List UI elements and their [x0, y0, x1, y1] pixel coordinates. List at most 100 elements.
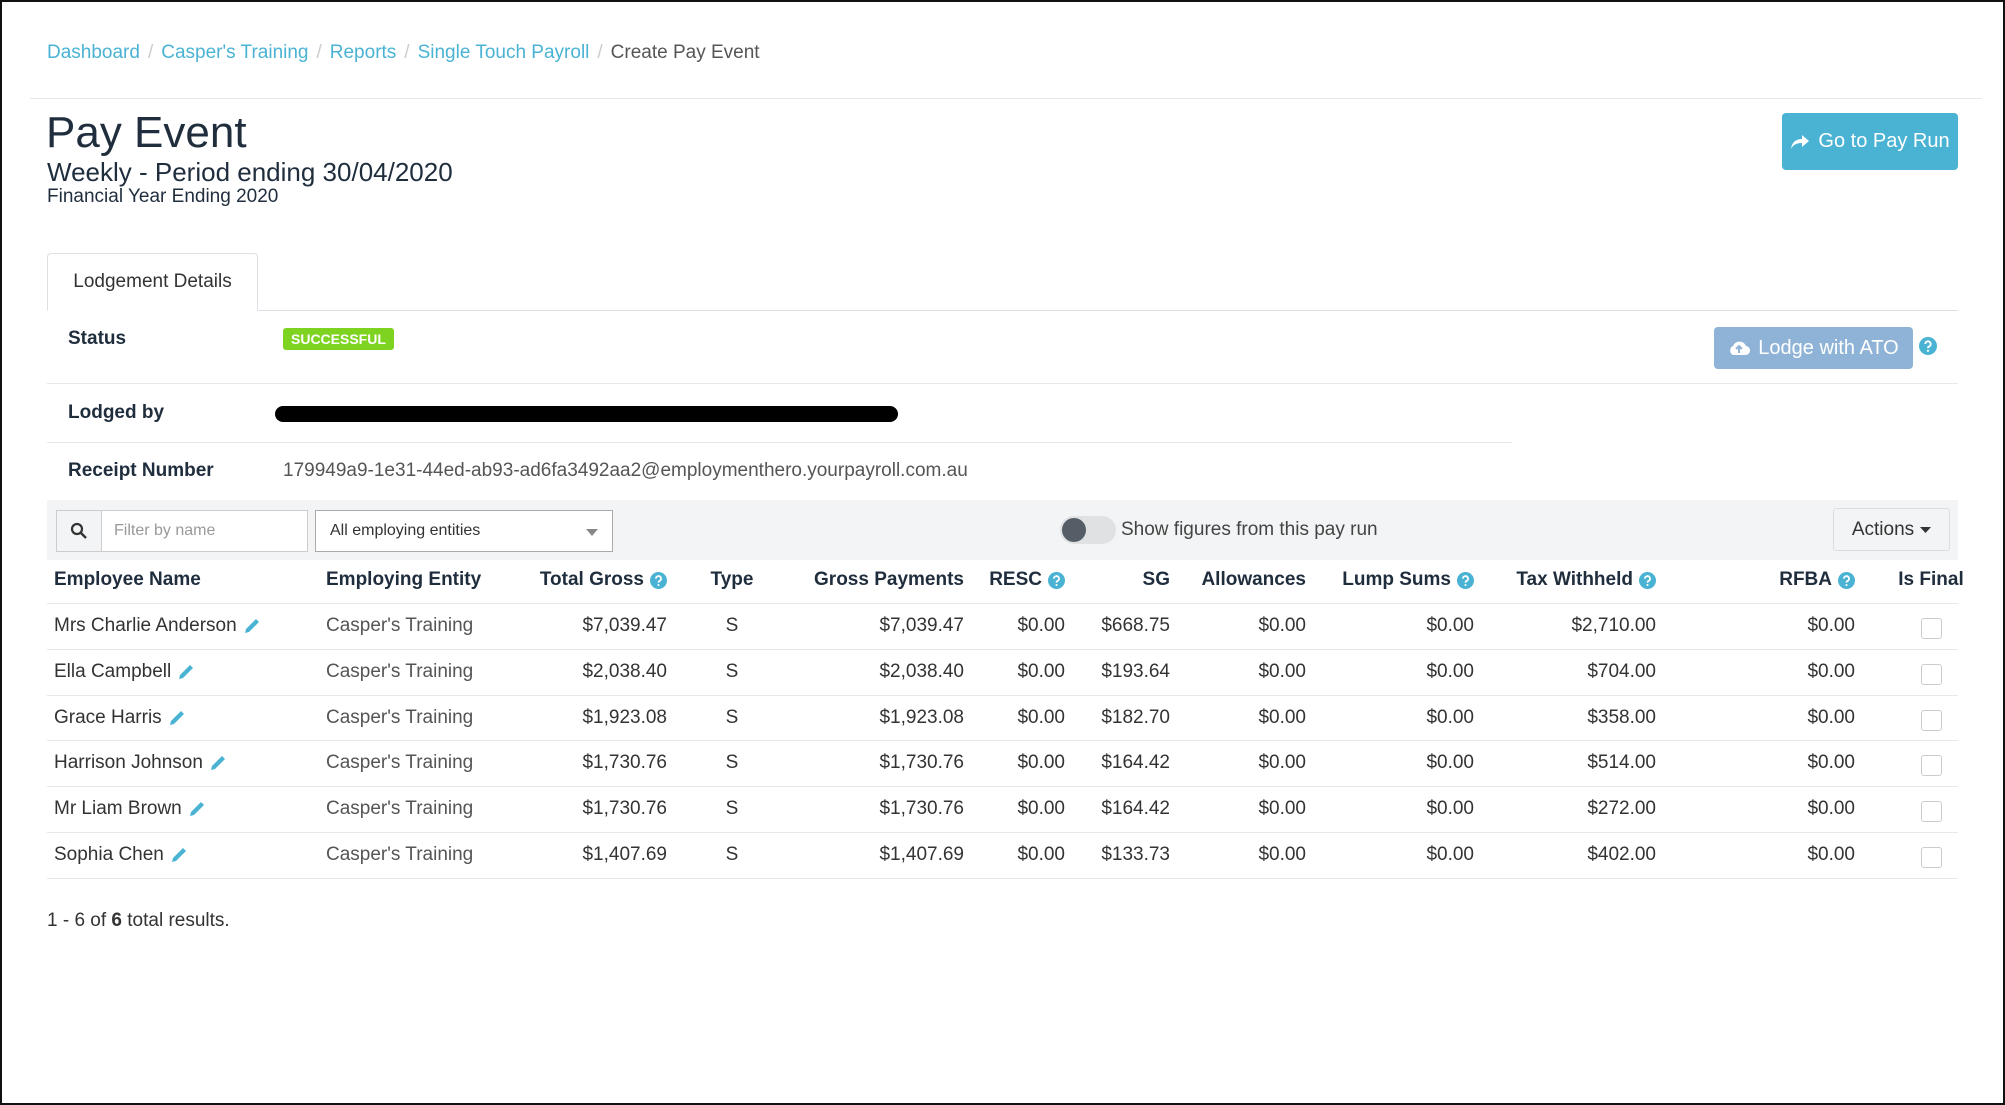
header-label: SG	[1142, 569, 1170, 590]
header-label: RESC	[989, 569, 1042, 590]
column-header: SG	[1143, 568, 1170, 592]
help-icon[interactable]	[1457, 571, 1474, 589]
lodge-button[interactable]: Lodge with ATO	[1714, 327, 1913, 369]
table-cell: S	[692, 842, 772, 868]
go-to-pay-run-button[interactable]: Go to Pay Run	[1782, 113, 1958, 170]
button-label: Go to Pay Run	[1818, 130, 1950, 152]
edit-icon[interactable]	[209, 754, 227, 772]
help-icon[interactable]	[1639, 571, 1656, 589]
table-cell: $182.70	[1101, 705, 1170, 731]
table-cell: S	[692, 750, 772, 776]
cell-text: $0.00	[1426, 752, 1474, 774]
entity-dropdown[interactable]: All employing entities	[315, 510, 613, 552]
name-filter[interactable]: Filter by name	[102, 510, 308, 552]
edit-icon[interactable]	[188, 800, 206, 818]
tab[interactable]: Lodgement Details	[47, 253, 258, 311]
is-final-checkbox[interactable]	[1921, 663, 1942, 685]
row-divider	[47, 648, 1958, 650]
breadcrumb-item[interactable]: Casper's Training	[161, 42, 309, 63]
help-icon[interactable]	[1838, 571, 1855, 589]
button-label: Lodge with ATO	[1758, 336, 1899, 359]
column-header: RESC	[989, 568, 1065, 592]
lodged-by-label: Lodged by	[68, 402, 165, 423]
cell-text: $0.00	[1258, 660, 1306, 682]
table-cell: Casper's Training	[326, 705, 473, 731]
toggle[interactable]	[1060, 516, 1116, 544]
edit-icon[interactable]	[177, 663, 195, 681]
cell-text: $0.00	[1258, 706, 1306, 728]
cell-text: $0.00	[1807, 615, 1855, 636]
table-cell: Mr Liam Brown	[54, 796, 206, 822]
table-cell: $193.64	[1101, 659, 1170, 685]
divider	[47, 442, 1512, 443]
dropdown-value: All employing entities	[330, 522, 481, 539]
table-cell: $704.00	[1587, 659, 1656, 685]
breadcrumb-separator: /	[597, 42, 603, 63]
table-cell: $0.00	[1017, 842, 1065, 868]
cell-text: S	[725, 706, 739, 728]
header-label: Total Gross	[539, 569, 644, 590]
is-final-checkbox[interactable]	[1921, 847, 1942, 868]
header-label: Employing Entity	[326, 569, 482, 590]
edit-icon[interactable]	[243, 617, 261, 635]
table-cell: $0.00	[1017, 705, 1065, 731]
is-final-checkbox[interactable]	[1921, 755, 1942, 777]
is-final-checkbox[interactable]	[1921, 801, 1942, 823]
column-header: Total Gross	[540, 568, 667, 592]
subtitle: Weekly - Period ending 30/04/2020	[47, 157, 453, 187]
cell-text: S	[725, 752, 739, 774]
column-header: Gross Payments	[814, 568, 964, 592]
page-title: Pay Event	[46, 108, 247, 157]
table-cell: $0.00	[1426, 613, 1474, 639]
cell-text: Mr Liam Brown	[54, 798, 182, 820]
cell-text: $164.42	[1101, 752, 1170, 774]
cell-text: Casper's Training	[326, 660, 474, 682]
table-cell: $0.00	[1258, 796, 1306, 822]
column-header: Employee Name	[54, 568, 201, 592]
cell-text: $2,710.00	[1571, 615, 1656, 636]
cell-text: $0.00	[1426, 660, 1474, 682]
table-cell: $668.75	[1101, 613, 1170, 639]
breadcrumb-item[interactable]: Single Touch Payroll	[417, 42, 590, 63]
table-cell: $0.00	[1258, 705, 1306, 731]
row-divider	[47, 786, 1958, 788]
button-label: Actions	[1851, 518, 1915, 540]
tab-border	[47, 310, 1958, 311]
help-icon[interactable]	[1048, 571, 1065, 589]
is-final-checkbox[interactable]	[1921, 709, 1942, 731]
divider	[30, 98, 1982, 99]
table-cell: Mrs Charlie Anderson	[54, 613, 261, 639]
breadcrumb-item[interactable]: Dashboard	[47, 42, 140, 63]
cell-text: $0.00	[1426, 706, 1474, 728]
breadcrumb-item[interactable]: Reports	[329, 42, 397, 63]
cell-text: $272.00	[1587, 798, 1656, 820]
table-cell: $0.00	[1017, 613, 1065, 639]
table-cell: $2,710.00	[1571, 613, 1656, 639]
cell-text: Ella Campbell	[54, 660, 172, 682]
cell-text: $668.75	[1101, 615, 1170, 636]
divider	[47, 383, 1958, 384]
cell-text: Grace Harris	[54, 706, 162, 728]
table-cell: Casper's Training	[326, 659, 473, 685]
is-final-checkbox[interactable]	[1921, 618, 1942, 639]
cell-text: $0.00	[1017, 844, 1065, 865]
receipt-label: Receipt Number	[68, 460, 214, 481]
breadcrumb-separator: /	[404, 42, 410, 63]
table-cell: $358.00	[1587, 705, 1656, 731]
edit-icon[interactable]	[168, 709, 186, 727]
cell-text: $0.00	[1017, 798, 1065, 820]
search-icon	[70, 522, 87, 539]
cell-text: $0.00	[1426, 798, 1474, 820]
cell-text: $0.00	[1426, 844, 1474, 865]
help-icon[interactable]	[650, 571, 667, 589]
cell-text: $0.00	[1258, 844, 1306, 865]
edit-icon[interactable]	[170, 846, 188, 864]
actions-button[interactable]: Actions	[1833, 508, 1950, 551]
status-value: SUCCESSFUL	[283, 328, 394, 350]
cell-text: S	[725, 844, 739, 865]
table-cell: $0.00	[1807, 750, 1855, 776]
cell-text: $1,923.08	[879, 706, 964, 728]
help-icon[interactable]	[1919, 337, 1937, 355]
table-cell: S	[692, 796, 772, 822]
